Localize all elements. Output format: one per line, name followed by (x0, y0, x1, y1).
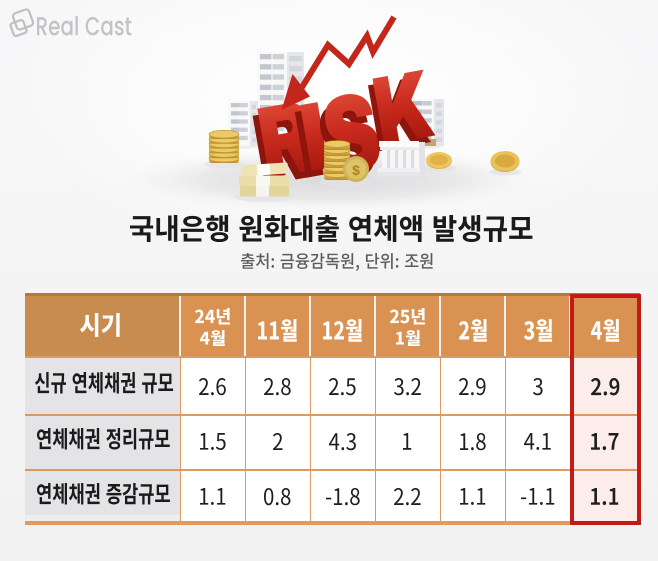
svg-text:$: $ (352, 162, 360, 178)
